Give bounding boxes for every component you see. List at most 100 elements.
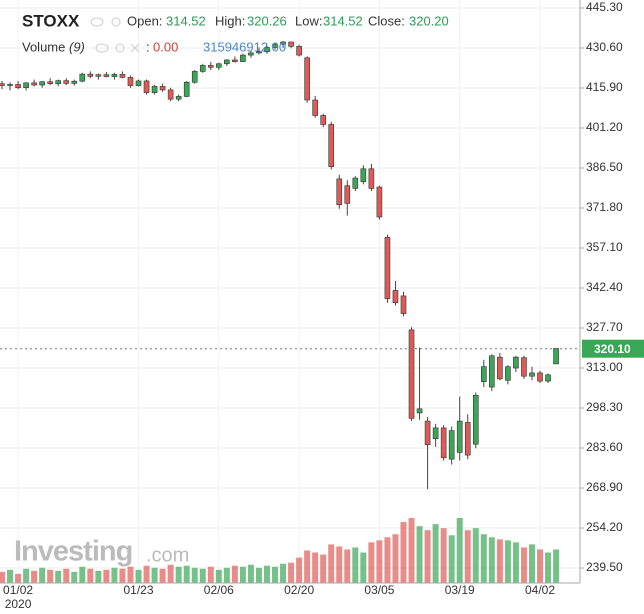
candle-body [167, 89, 174, 100]
candle-body [127, 77, 134, 86]
volume-bar [47, 569, 54, 583]
y-tick-label: 357.10 [586, 240, 623, 254]
volume-bar [255, 567, 262, 583]
volume-bar [87, 568, 94, 583]
chart-title: STOXX [22, 11, 80, 30]
volume-bar [424, 530, 431, 583]
candle-body [119, 74, 126, 78]
candle-body [175, 96, 182, 100]
candle-body [489, 355, 495, 388]
candle-body [71, 80, 78, 84]
candle-body [288, 41, 294, 47]
volume-bar [231, 565, 238, 583]
volume-bar [215, 569, 222, 583]
volume-bar [79, 566, 86, 583]
candle-body [280, 41, 286, 45]
volume-bar [191, 567, 198, 583]
candle-body [256, 51, 262, 54]
x-tick-label: 01/02 [3, 583, 33, 597]
volume-bar [360, 552, 367, 583]
volume-bar [368, 542, 375, 583]
candle-body [15, 84, 21, 89]
candle-body [79, 73, 86, 82]
volume-bar [175, 566, 182, 583]
low-value: 314.52 [323, 13, 363, 28]
y-tick-label: 313.00 [586, 360, 623, 374]
candle-body [103, 74, 110, 77]
y-tick-label: 445.30 [586, 0, 623, 14]
volume-bar [392, 534, 399, 583]
volume-bar [143, 565, 150, 583]
volume-bar [39, 567, 46, 583]
candle-body [304, 57, 310, 101]
volume-bar [488, 537, 495, 583]
volume-bar [504, 540, 511, 583]
candle-body [440, 427, 447, 459]
volume-bar [151, 567, 158, 583]
candle-body [456, 420, 463, 453]
volume-bar [432, 524, 439, 583]
candle-body [336, 178, 343, 206]
candle-body [480, 366, 487, 382]
volume-bar [63, 568, 70, 583]
candle-body [312, 99, 318, 116]
volume-bar [15, 573, 22, 583]
candle-body [537, 372, 543, 382]
volume-label: Volume [22, 39, 65, 54]
volume-bar [7, 569, 14, 583]
volume-bar [288, 562, 295, 583]
candle-body [368, 168, 375, 189]
volume-bar [135, 569, 142, 583]
volume-bar [328, 544, 335, 583]
candle-body [87, 73, 94, 77]
volume-bar [336, 546, 343, 583]
y-tick-label: 371.80 [586, 200, 623, 214]
volume-bar [312, 552, 319, 583]
volume-bar [263, 565, 270, 583]
volume-bar [545, 552, 552, 583]
candle-body [344, 185, 351, 204]
candle-body [392, 290, 399, 304]
volume [0, 518, 560, 583]
candles [0, 40, 559, 490]
volume-bar [247, 564, 254, 583]
x-tick-label: 04/02 [525, 583, 555, 597]
volume-bar [296, 557, 303, 583]
volume-total: 315946912.00 [203, 39, 286, 54]
volume-bar [31, 570, 38, 583]
y-tick-label: 386.50 [586, 160, 623, 174]
candle-body [207, 65, 214, 68]
y-tick-label: 342.40 [586, 280, 623, 294]
low-label: Low: [295, 13, 322, 28]
volume-period: (9) [69, 39, 85, 54]
volume-bar [416, 526, 423, 583]
x-tick-label: 03/19 [445, 583, 475, 597]
volume-bar [456, 518, 463, 583]
y-tick-label: 298.30 [586, 400, 623, 414]
volume-bar [440, 528, 447, 583]
volume-bar [352, 547, 359, 583]
candle-body [63, 80, 70, 84]
y-tick-label: 327.70 [586, 320, 623, 334]
candle-body [39, 81, 45, 86]
volume-bar [95, 570, 102, 583]
volume-bar [480, 534, 487, 583]
candle-body [191, 71, 198, 83]
volume-bar [223, 567, 230, 583]
candle-body [159, 86, 166, 91]
candle-body [0, 83, 5, 86]
volume-bar [376, 540, 383, 583]
volume-bar [272, 566, 279, 583]
volume-bar [496, 539, 503, 583]
candle-body [183, 81, 190, 97]
candle-body [264, 47, 270, 53]
open-value: 314.52 [166, 13, 206, 28]
volume-bar [400, 522, 407, 583]
volume-bar [384, 537, 391, 583]
candle-body [248, 52, 254, 56]
candle-body [529, 372, 535, 377]
volume-bar [199, 568, 206, 583]
candle-body [521, 357, 527, 377]
y-tick-label: 401.20 [586, 120, 623, 134]
